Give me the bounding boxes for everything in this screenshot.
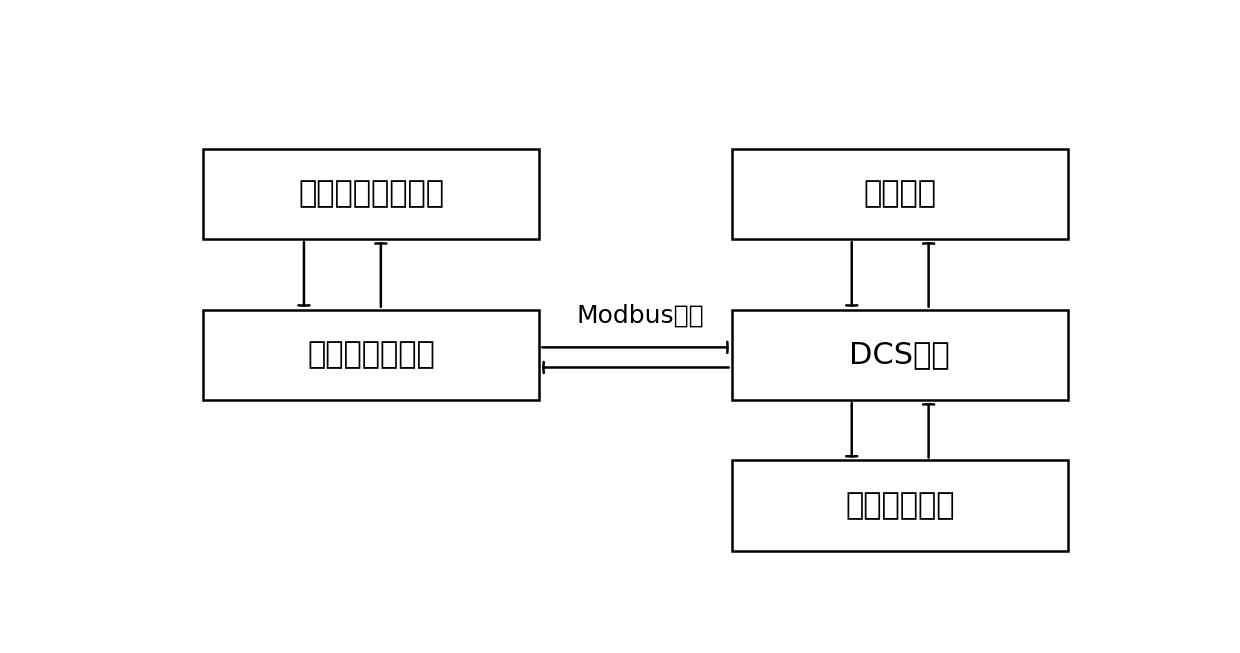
Bar: [203, 310, 539, 400]
Text: 现场仪控设备: 现场仪控设备: [844, 491, 955, 520]
Text: 操作员站: 操作员站: [863, 180, 936, 208]
Text: Modbus协议: Modbus协议: [577, 303, 704, 327]
Text: 脱硝优化组态软件: 脱硝优化组态软件: [299, 180, 444, 208]
Bar: [203, 149, 539, 239]
Text: DCS系统: DCS系统: [849, 340, 950, 370]
Bar: [732, 310, 1068, 400]
Bar: [732, 149, 1068, 239]
Bar: [732, 460, 1068, 551]
Text: 脱硝优化控制器: 脱硝优化控制器: [308, 340, 435, 370]
